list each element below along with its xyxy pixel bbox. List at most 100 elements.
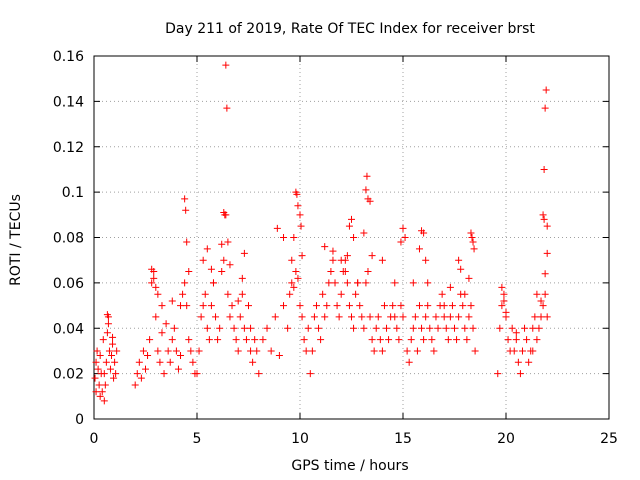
data-point bbox=[463, 336, 471, 344]
data-point bbox=[142, 365, 149, 373]
data-point bbox=[424, 302, 432, 310]
data-point bbox=[110, 374, 118, 382]
data-point bbox=[298, 252, 306, 260]
data-point bbox=[471, 347, 479, 355]
data-point bbox=[321, 313, 329, 321]
data-point bbox=[422, 256, 430, 264]
data-point bbox=[516, 370, 524, 378]
data-point bbox=[199, 256, 207, 264]
data-point bbox=[170, 324, 178, 332]
data-point bbox=[348, 313, 355, 321]
data-point bbox=[424, 279, 432, 287]
data-point bbox=[189, 358, 197, 366]
data-point bbox=[465, 313, 473, 321]
data-point bbox=[354, 279, 362, 287]
data-point bbox=[207, 265, 215, 273]
data-point bbox=[405, 358, 413, 366]
data-point bbox=[442, 324, 450, 332]
data-point bbox=[434, 324, 442, 332]
data-point bbox=[531, 313, 539, 321]
data-point bbox=[376, 336, 384, 344]
x-tick-label: 15 bbox=[394, 431, 412, 447]
data-point bbox=[105, 347, 113, 355]
data-point bbox=[348, 215, 355, 223]
data-point bbox=[335, 313, 343, 321]
data-point bbox=[541, 270, 549, 278]
data-point bbox=[540, 165, 548, 173]
data-point bbox=[152, 283, 160, 291]
data-point bbox=[440, 302, 448, 310]
data-point bbox=[362, 186, 370, 194]
data-point bbox=[310, 313, 318, 321]
data-point bbox=[514, 358, 522, 366]
data-point bbox=[91, 374, 99, 382]
data-point bbox=[541, 104, 549, 112]
data-point bbox=[455, 256, 463, 264]
data-point bbox=[251, 336, 259, 344]
data-point bbox=[446, 283, 454, 291]
data-point bbox=[468, 234, 476, 241]
data-point bbox=[223, 104, 231, 112]
data-point bbox=[451, 324, 458, 332]
data-point bbox=[352, 290, 360, 298]
data-point bbox=[185, 268, 193, 276]
x-tick-label: 0 bbox=[90, 431, 99, 447]
data-point bbox=[504, 336, 512, 344]
data-point bbox=[302, 347, 310, 355]
data-point bbox=[209, 279, 217, 287]
data-point bbox=[315, 324, 323, 332]
data-point bbox=[319, 290, 327, 298]
data-point bbox=[226, 313, 234, 321]
data-point bbox=[247, 324, 255, 332]
data-point bbox=[383, 324, 391, 332]
data-point bbox=[356, 302, 364, 310]
data-point bbox=[529, 347, 537, 355]
data-point bbox=[203, 245, 211, 253]
data-point bbox=[96, 392, 104, 400]
data-point bbox=[150, 274, 158, 282]
data-point bbox=[267, 347, 275, 355]
data-point bbox=[518, 347, 526, 355]
data-point bbox=[113, 347, 121, 355]
data-point bbox=[350, 234, 358, 241]
data-point bbox=[541, 290, 549, 298]
data-point bbox=[420, 336, 428, 344]
data-point bbox=[183, 238, 191, 246]
data-point bbox=[469, 324, 477, 332]
data-point bbox=[197, 313, 205, 321]
data-point bbox=[228, 302, 236, 310]
data-point bbox=[535, 324, 543, 332]
data-point bbox=[288, 279, 296, 287]
data-point bbox=[409, 324, 417, 332]
data-point bbox=[321, 243, 329, 251]
data-point bbox=[108, 351, 116, 359]
data-point bbox=[242, 336, 250, 344]
data-point bbox=[325, 279, 333, 287]
data-point bbox=[500, 297, 508, 305]
data-point bbox=[345, 222, 353, 230]
data-point bbox=[280, 234, 288, 241]
data-point bbox=[461, 324, 469, 332]
data-point bbox=[467, 302, 475, 310]
data-point bbox=[508, 324, 516, 332]
data-points bbox=[91, 61, 551, 405]
data-point bbox=[133, 370, 141, 378]
y-tick-label: 0.14 bbox=[53, 94, 84, 110]
data-point bbox=[102, 358, 110, 366]
data-point bbox=[195, 347, 203, 355]
x-tick-label: 20 bbox=[497, 431, 515, 447]
y-tick-label: 0.1 bbox=[62, 185, 84, 201]
data-point bbox=[389, 302, 397, 310]
data-point bbox=[222, 61, 230, 69]
data-point bbox=[271, 313, 279, 321]
data-point bbox=[99, 336, 107, 344]
data-point bbox=[415, 245, 423, 253]
y-tick-label: 0.16 bbox=[53, 49, 84, 65]
data-point bbox=[403, 347, 411, 355]
y-tick-label: 0.08 bbox=[53, 231, 84, 247]
data-point bbox=[457, 265, 465, 273]
data-point bbox=[409, 279, 417, 287]
data-point bbox=[393, 324, 401, 332]
data-point bbox=[358, 313, 366, 321]
